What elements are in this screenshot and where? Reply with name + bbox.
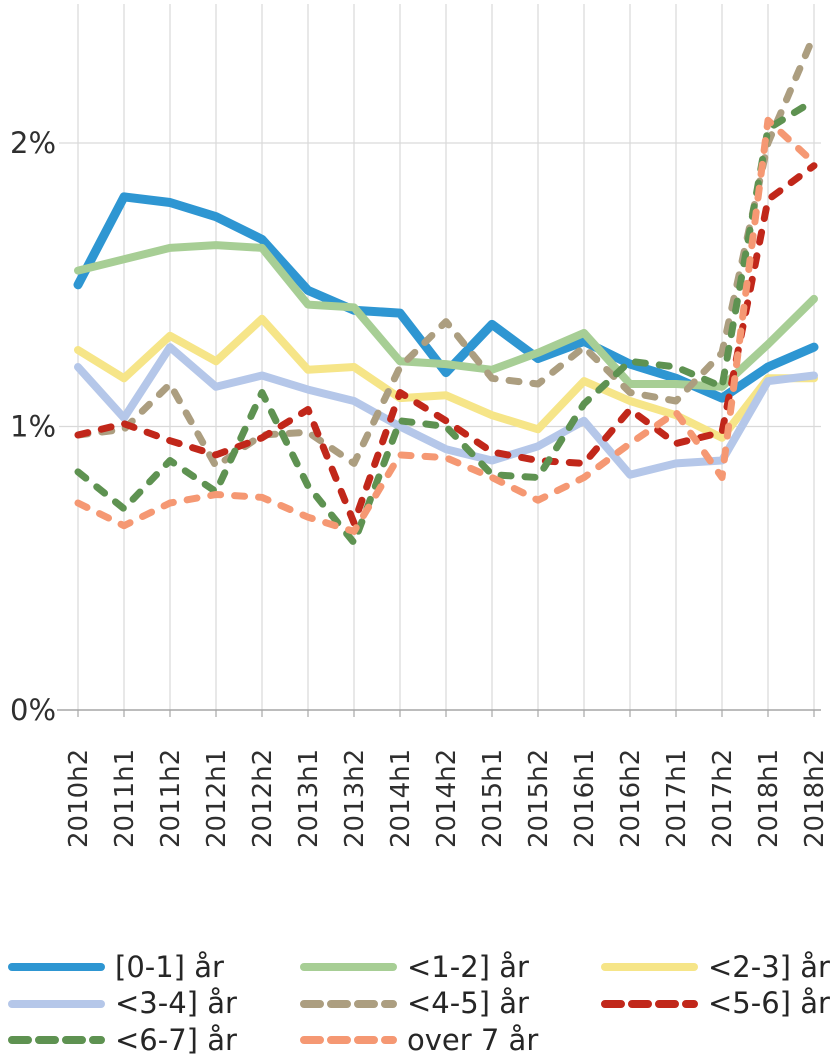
legend-swatch-dashed — [601, 999, 698, 1008]
chart-svg: 0% 1% 2% 2010h2 2011h1 2011h2 2012h1 2012h2 2013… — [10, 4, 830, 848]
x-axis-tick-label: 2017h1 — [662, 749, 692, 848]
legend-swatch-solid — [8, 999, 105, 1008]
legend-swatch-solid — [601, 963, 698, 972]
legend-item-6: <6-7] år — [8, 1022, 300, 1055]
x-axis-tick-label: 2012h2 — [248, 749, 278, 848]
legend-label: <6-7] år — [115, 1022, 237, 1055]
series-line-3 — [74, 343, 818, 479]
series-line-2 — [74, 314, 818, 442]
legend-label: <1-2] år — [407, 949, 529, 984]
legend-item-4: <4-5] år — [300, 989, 601, 1018]
x-axis-tick-label: 2010h2 — [64, 749, 94, 848]
legend-item-0: [0-1] år — [8, 949, 300, 984]
x-axis-tick-label: 2013h2 — [340, 749, 370, 848]
x-axis-tick-label: 2011h1 — [110, 749, 140, 848]
legend-swatch-solid — [300, 963, 397, 972]
series-line-4 — [74, 31, 818, 470]
y-axis-tick-label: 1% — [10, 410, 56, 444]
x-axis-tick-label: 2014h2 — [432, 749, 462, 848]
legend-swatch-dashed — [300, 1036, 397, 1045]
legend-label: over 7 år — [407, 1022, 539, 1055]
x-axis-tick-label: 2012h1 — [202, 749, 232, 848]
x-axis-tick-label: 2016h2 — [616, 749, 646, 848]
legend-label: [0-1] år — [115, 949, 224, 984]
legend-swatch-dashed — [8, 1036, 105, 1045]
y-axis-tick-label: 0% — [10, 693, 56, 727]
x-axis-tick-label: 2015h2 — [524, 749, 554, 848]
legend-item-7: over 7 år — [300, 1022, 601, 1055]
x-axis-tick-label: 2017h2 — [708, 749, 738, 848]
x-axis-tick-label: 2018h1 — [754, 749, 784, 848]
legend-label: <4-5] år — [407, 986, 529, 1021]
legend-item-1: <1-2] år — [300, 949, 601, 984]
series-line-6 — [74, 97, 818, 547]
x-axis-tick-label: 2016h1 — [570, 749, 600, 848]
legend-item-3: <3-4] år — [8, 989, 300, 1018]
legend-item-2: <2-3] år — [601, 949, 831, 984]
series-line-7 — [74, 116, 818, 535]
x-axis-tick-label: 2014h1 — [386, 749, 416, 848]
legend-swatch-solid — [8, 963, 105, 972]
x-axis-tick-label: 2013h1 — [294, 749, 324, 848]
y-axis-tick-label: 2% — [10, 126, 56, 160]
chart-legend: [0-1] år <1-2] år <2-3] år <3-4] år <4-5] år… — [0, 949, 831, 1055]
x-axis-tick-label: 2011h2 — [156, 749, 186, 848]
legend-label: <5-6] år — [708, 986, 830, 1021]
legend-item-5: <5-6] år — [601, 989, 831, 1018]
legend-swatch-dashed — [300, 999, 397, 1008]
legend-label: <3-4] år — [115, 986, 237, 1021]
series-line-5 — [74, 162, 818, 527]
x-axis-tick-label: 2018h2 — [800, 749, 830, 848]
legend-label: <2-3] år — [708, 949, 830, 984]
x-axis-tick-label: 2015h1 — [478, 749, 508, 848]
